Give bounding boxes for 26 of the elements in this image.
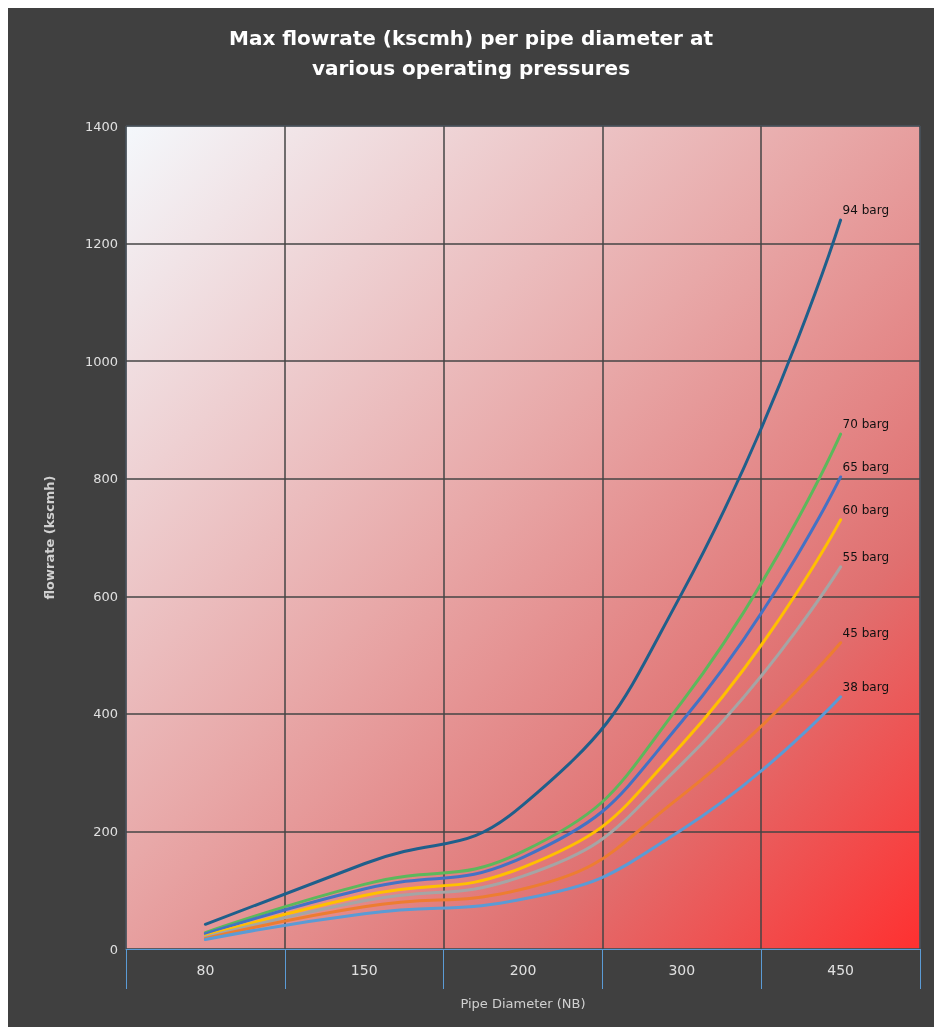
x-tick-label: 80 xyxy=(196,962,215,978)
y-tick-label: 1400 xyxy=(84,118,118,134)
line-series xyxy=(203,641,843,940)
x-tick-label: 450 xyxy=(827,962,854,978)
series-label: 55 barg xyxy=(842,549,890,564)
line-series xyxy=(203,218,843,926)
y-tick-label: 0 xyxy=(109,941,118,957)
series-label: 65 barg xyxy=(842,459,890,474)
y-tick-label: 200 xyxy=(93,823,118,839)
series-label: 45 barg xyxy=(842,625,890,640)
y-axis-title: flowrate (kscmh) xyxy=(42,475,57,600)
series-label: 70 barg xyxy=(842,417,890,432)
x-tick-label: 300 xyxy=(668,962,696,978)
x-tick-label: 150 xyxy=(350,962,378,978)
chart-title: Max flowrate (kscmh) per pipe diameter at various operating pressures xyxy=(229,26,714,80)
series-label: 60 barg xyxy=(842,502,890,517)
y-tick-label: 1000 xyxy=(84,353,118,369)
y-tick-label: 400 xyxy=(93,706,118,722)
series-label: 38 barg xyxy=(842,679,890,694)
y-tick-label: 800 xyxy=(93,471,118,487)
y-tick-label: 600 xyxy=(93,588,118,604)
series-label: 94 barg xyxy=(842,203,890,218)
x-tick-label: 200 xyxy=(509,962,537,978)
x-axis-title: Pipe Diameter (NB) xyxy=(460,996,586,1011)
y-tick-label: 1200 xyxy=(84,236,118,252)
line-series xyxy=(203,695,843,942)
